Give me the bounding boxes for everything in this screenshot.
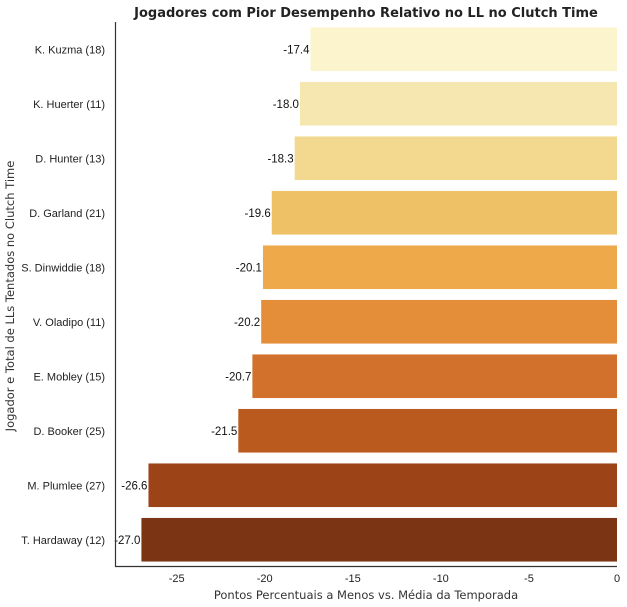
x-tick-label-0: -25: [169, 573, 185, 585]
bar-1: [299, 81, 617, 126]
x-tick-label-2: -15: [345, 573, 361, 585]
bar-8: [148, 463, 617, 508]
bars-group: [141, 27, 618, 562]
category-label-9: T. Hardaway (12): [21, 535, 105, 547]
value-label-0: -17.4: [283, 44, 310, 56]
x-tick-label-4: -5: [524, 573, 534, 585]
x-tick-label-3: -10: [433, 573, 449, 585]
value-label-9: -27.0: [114, 535, 140, 547]
x-tick-label-1: -20: [257, 573, 273, 585]
chart-title: Jogadores com Pior Desempenho Relativo n…: [133, 6, 598, 21]
value-label-1: -18.0: [273, 99, 299, 111]
x-tick-label-5: 0: [614, 573, 620, 585]
bar-7: [238, 408, 617, 453]
value-label-4: -20.1: [236, 262, 262, 274]
bar-6: [252, 354, 618, 399]
x-ticks: -25 -20 -15 -10 -5 0: [169, 573, 620, 585]
value-label-6: -20.7: [225, 371, 251, 383]
x-axis-label: Pontos Percentuais a Menos vs. Média da …: [214, 588, 518, 602]
bar-0: [310, 27, 617, 72]
category-label-8: M. Plumlee (27): [27, 480, 105, 492]
category-label-1: K. Huerter (11): [33, 99, 105, 111]
category-label-5: V. Oladipo (11): [33, 317, 105, 329]
value-label-3: -19.6: [245, 208, 271, 220]
bar-9: [141, 517, 617, 562]
value-label-8: -26.6: [121, 480, 147, 492]
bar-3: [271, 190, 617, 235]
bar-2: [294, 136, 617, 181]
category-label-7: D. Booker (25): [33, 426, 105, 438]
category-label-4: S. Dinwiddie (18): [21, 262, 105, 274]
category-label-0: K. Kuzma (18): [35, 44, 105, 56]
bar-5: [261, 299, 617, 344]
bar-4: [262, 245, 617, 290]
category-label-6: E. Mobley (15): [33, 371, 105, 383]
value-label-5: -20.2: [234, 317, 260, 329]
value-label-2: -18.3: [267, 153, 293, 165]
value-labels: -17.4 -18.0 -18.3 -19.6 -20.1 -20.2 -20.7 -21.5…: [114, 44, 310, 547]
value-label-7: -21.5: [211, 426, 237, 438]
category-label-2: D. Hunter (13): [35, 153, 105, 165]
y-axis-label: Jogador e Total de LLs Tentados no Clutc…: [3, 161, 17, 433]
category-labels: K. Kuzma (18) K. Huerter (11) D. Hunter (1…: [21, 44, 105, 547]
category-label-3: D. Garland (21): [29, 208, 105, 220]
